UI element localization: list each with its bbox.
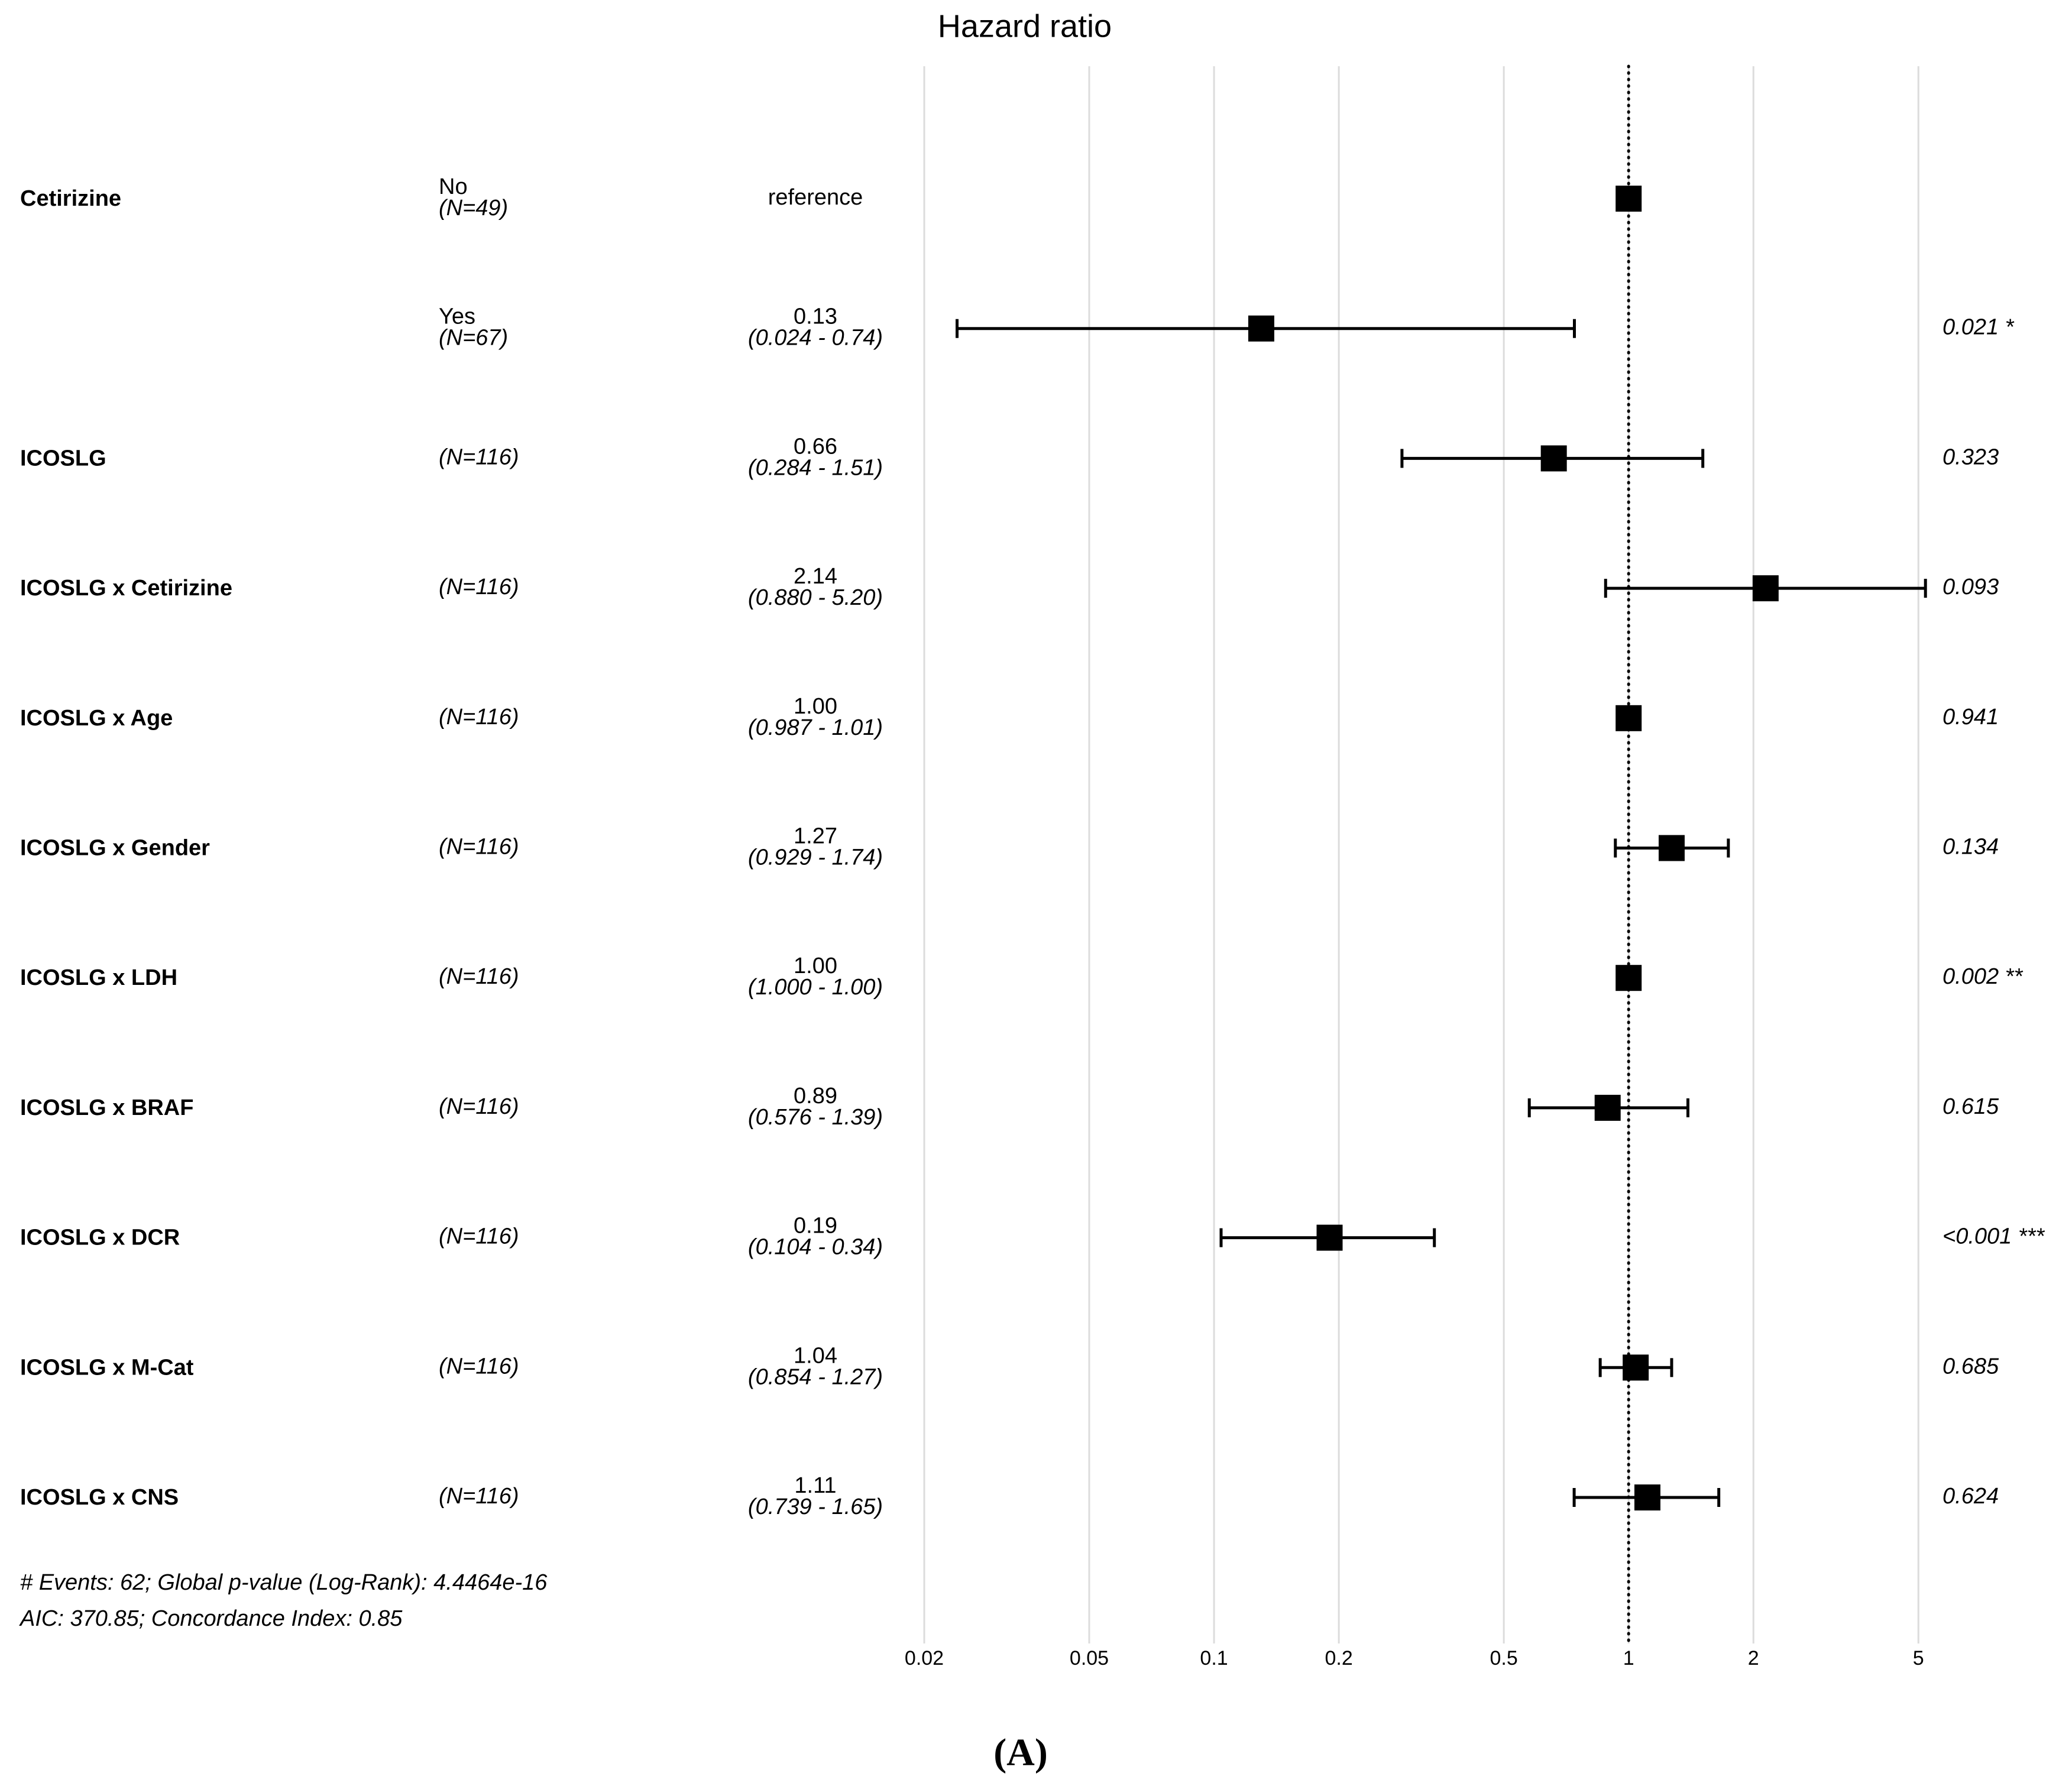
hazard-ratio-marker bbox=[1634, 1484, 1660, 1510]
hazard-ratio-marker bbox=[1752, 575, 1779, 602]
n-label: (N=116) bbox=[439, 964, 519, 989]
variable-label: Cetirizine bbox=[20, 186, 121, 211]
x-tick-label: 0.02 bbox=[905, 1647, 944, 1669]
estimate-label: 2.14 bbox=[794, 564, 837, 589]
variable-label: ICOSLG x BRAF bbox=[20, 1095, 193, 1120]
estimate-label: 0.89 bbox=[794, 1084, 837, 1108]
n-label: (N=116) bbox=[439, 835, 519, 860]
x-tick-label: 1 bbox=[1623, 1647, 1634, 1669]
p-value-label: 0.941 bbox=[1942, 705, 1999, 730]
estimate-label: 0.66 bbox=[794, 434, 837, 459]
x-tick-label: 0.1 bbox=[1200, 1647, 1228, 1669]
n-label: (N=49) bbox=[439, 196, 508, 221]
estimate-label: 1.11 bbox=[794, 1473, 836, 1498]
n-label: (N=67) bbox=[439, 326, 508, 351]
estimate-label: 0.19 bbox=[794, 1214, 837, 1239]
estimate-label: 1.00 bbox=[794, 694, 837, 719]
estimate-label: 1.04 bbox=[794, 1343, 837, 1368]
ci-label: (0.929 - 1.74) bbox=[748, 845, 883, 870]
variable-label: ICOSLG x CNS bbox=[20, 1485, 179, 1510]
hazard-ratio-marker bbox=[1615, 965, 1642, 991]
hazard-ratio-marker bbox=[1615, 705, 1642, 731]
p-value-label: 0.002 ** bbox=[1942, 964, 2023, 989]
p-value-label: 0.093 bbox=[1942, 575, 1999, 599]
chart-title: Hazard ratio bbox=[938, 8, 1112, 44]
p-value-label: 0.615 bbox=[1942, 1094, 1999, 1119]
ci-label: (0.024 - 0.74) bbox=[748, 326, 883, 351]
variable-label: ICOSLG x DCR bbox=[20, 1226, 180, 1250]
x-tick-label: 2 bbox=[1748, 1647, 1759, 1669]
estimate-label: reference bbox=[768, 185, 863, 210]
hazard-ratio-marker bbox=[1540, 445, 1567, 472]
n-label: (N=116) bbox=[439, 1354, 519, 1379]
variable-label: ICOSLG x Age bbox=[20, 706, 173, 731]
variable-label: ICOSLG x Cetirizine bbox=[20, 576, 232, 601]
variable-label: ICOSLG x Gender bbox=[20, 836, 210, 861]
caption: (A) bbox=[993, 1731, 1048, 1774]
footnote: AIC: 370.85; Concordance Index: 0.85 bbox=[19, 1606, 403, 1631]
ci-label: (0.854 - 1.27) bbox=[748, 1364, 883, 1389]
ci-label: (0.880 - 5.20) bbox=[748, 585, 883, 610]
hazard-ratio-marker bbox=[1623, 1354, 1649, 1381]
hazard-ratio-marker bbox=[1615, 186, 1642, 212]
p-value-label: 0.021 * bbox=[1942, 315, 2015, 340]
n-label: (N=116) bbox=[439, 1224, 519, 1249]
hazard-ratio-marker bbox=[1248, 315, 1274, 342]
estimate-label: 1.00 bbox=[794, 954, 837, 978]
ci-label: (0.284 - 1.51) bbox=[748, 455, 883, 480]
n-label: (N=116) bbox=[439, 1484, 519, 1509]
p-value-label: 0.323 bbox=[1942, 445, 1999, 469]
p-value-label: 0.685 bbox=[1942, 1354, 1999, 1379]
variable-label: ICOSLG x M-Cat bbox=[20, 1355, 194, 1380]
n-label: (N=116) bbox=[439, 1094, 519, 1119]
footnote: # Events: 62; Global p-value (Log-Rank):… bbox=[20, 1570, 548, 1595]
n-label: (N=116) bbox=[439, 705, 519, 730]
estimate-label: 1.27 bbox=[794, 824, 837, 849]
ci-label: (1.000 - 1.00) bbox=[748, 975, 883, 1000]
level-label: No bbox=[439, 174, 468, 199]
hazard-ratio-marker bbox=[1594, 1094, 1621, 1121]
x-tick-label: 5 bbox=[1913, 1647, 1924, 1669]
x-tick-label: 0.05 bbox=[1070, 1647, 1109, 1669]
p-value-label: 0.624 bbox=[1942, 1484, 1999, 1509]
hazard-ratio-marker bbox=[1316, 1224, 1343, 1251]
x-tick-label: 0.5 bbox=[1490, 1647, 1517, 1669]
x-tick-label: 0.2 bbox=[1325, 1647, 1352, 1669]
estimate-label: 0.13 bbox=[794, 304, 837, 329]
p-value-label: 0.134 bbox=[1942, 835, 1999, 860]
variable-label: ICOSLG x LDH bbox=[20, 965, 177, 990]
variable-label: ICOSLG bbox=[20, 446, 106, 471]
n-label: (N=116) bbox=[439, 445, 519, 469]
level-label: Yes bbox=[439, 304, 475, 329]
ci-label: (0.104 - 0.34) bbox=[748, 1235, 883, 1260]
n-label: (N=116) bbox=[439, 575, 519, 599]
hazard-ratio-marker bbox=[1658, 835, 1685, 861]
p-value-label: <0.001 *** bbox=[1942, 1224, 2045, 1249]
ci-label: (0.576 - 1.39) bbox=[748, 1105, 883, 1130]
ci-label: (0.987 - 1.01) bbox=[748, 715, 883, 740]
ci-label: (0.739 - 1.65) bbox=[748, 1495, 883, 1519]
